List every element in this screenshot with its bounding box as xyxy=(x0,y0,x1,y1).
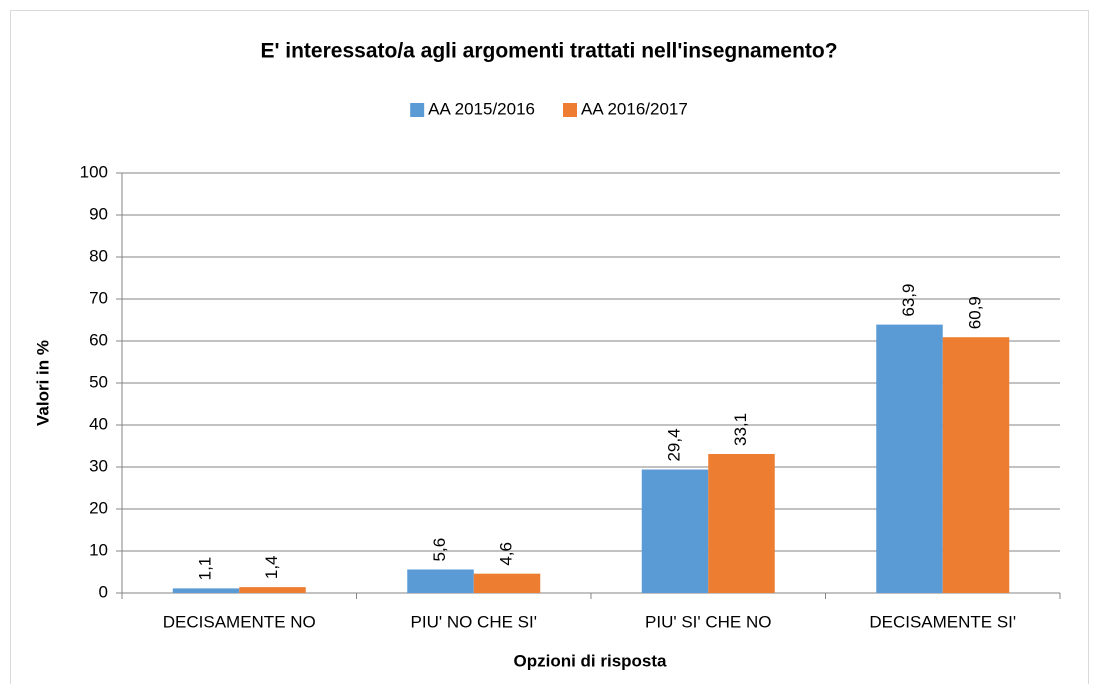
bar xyxy=(708,453,775,593)
bar xyxy=(641,469,709,593)
y-tick-label: 30 xyxy=(89,456,108,475)
data-label: 60,9 xyxy=(965,296,984,329)
bar xyxy=(473,573,541,593)
bar xyxy=(942,337,1010,593)
y-tick-label: 10 xyxy=(89,540,108,559)
x-tick-label: PIU' NO CHE SI' xyxy=(411,612,537,631)
data-label: 1,1 xyxy=(195,557,214,581)
x-tick-label: PIU' SI' CHE NO xyxy=(645,612,771,631)
data-label: 1,4 xyxy=(262,555,281,579)
data-label: 4,6 xyxy=(496,542,515,566)
legend-label: AA 2016/2017 xyxy=(581,99,688,118)
y-tick-label: 0 xyxy=(99,582,108,601)
y-tick-label: 100 xyxy=(80,162,108,181)
y-tick-label: 40 xyxy=(89,414,108,433)
y-tick-label: 60 xyxy=(89,330,108,349)
bar xyxy=(876,324,943,593)
data-label: 63,9 xyxy=(899,284,918,317)
y-tick-label: 90 xyxy=(89,204,108,223)
data-label: 33,1 xyxy=(731,413,750,446)
y-tick-label: 20 xyxy=(89,498,108,517)
bar xyxy=(239,587,306,593)
bar xyxy=(407,569,474,593)
y-axis-title: Valori in % xyxy=(33,340,52,426)
bar xyxy=(172,588,240,593)
legend-swatch xyxy=(410,103,425,117)
data-label: 5,6 xyxy=(430,538,449,562)
data-label: 29,4 xyxy=(664,428,683,461)
y-tick-label: 70 xyxy=(89,288,108,307)
x-tick-label: DECISAMENTE SI' xyxy=(869,612,1016,631)
y-tick-label: 80 xyxy=(89,246,108,265)
chart-title: E' interessato/a agli argomenti trattati… xyxy=(260,40,837,63)
legend-label: AA 2015/2016 xyxy=(428,99,535,118)
y-tick-label: 50 xyxy=(89,372,108,391)
legend-swatch xyxy=(563,103,577,117)
x-tick-label: DECISAMENTE NO xyxy=(163,612,316,631)
x-axis-title: Opzioni di risposta xyxy=(513,651,667,670)
